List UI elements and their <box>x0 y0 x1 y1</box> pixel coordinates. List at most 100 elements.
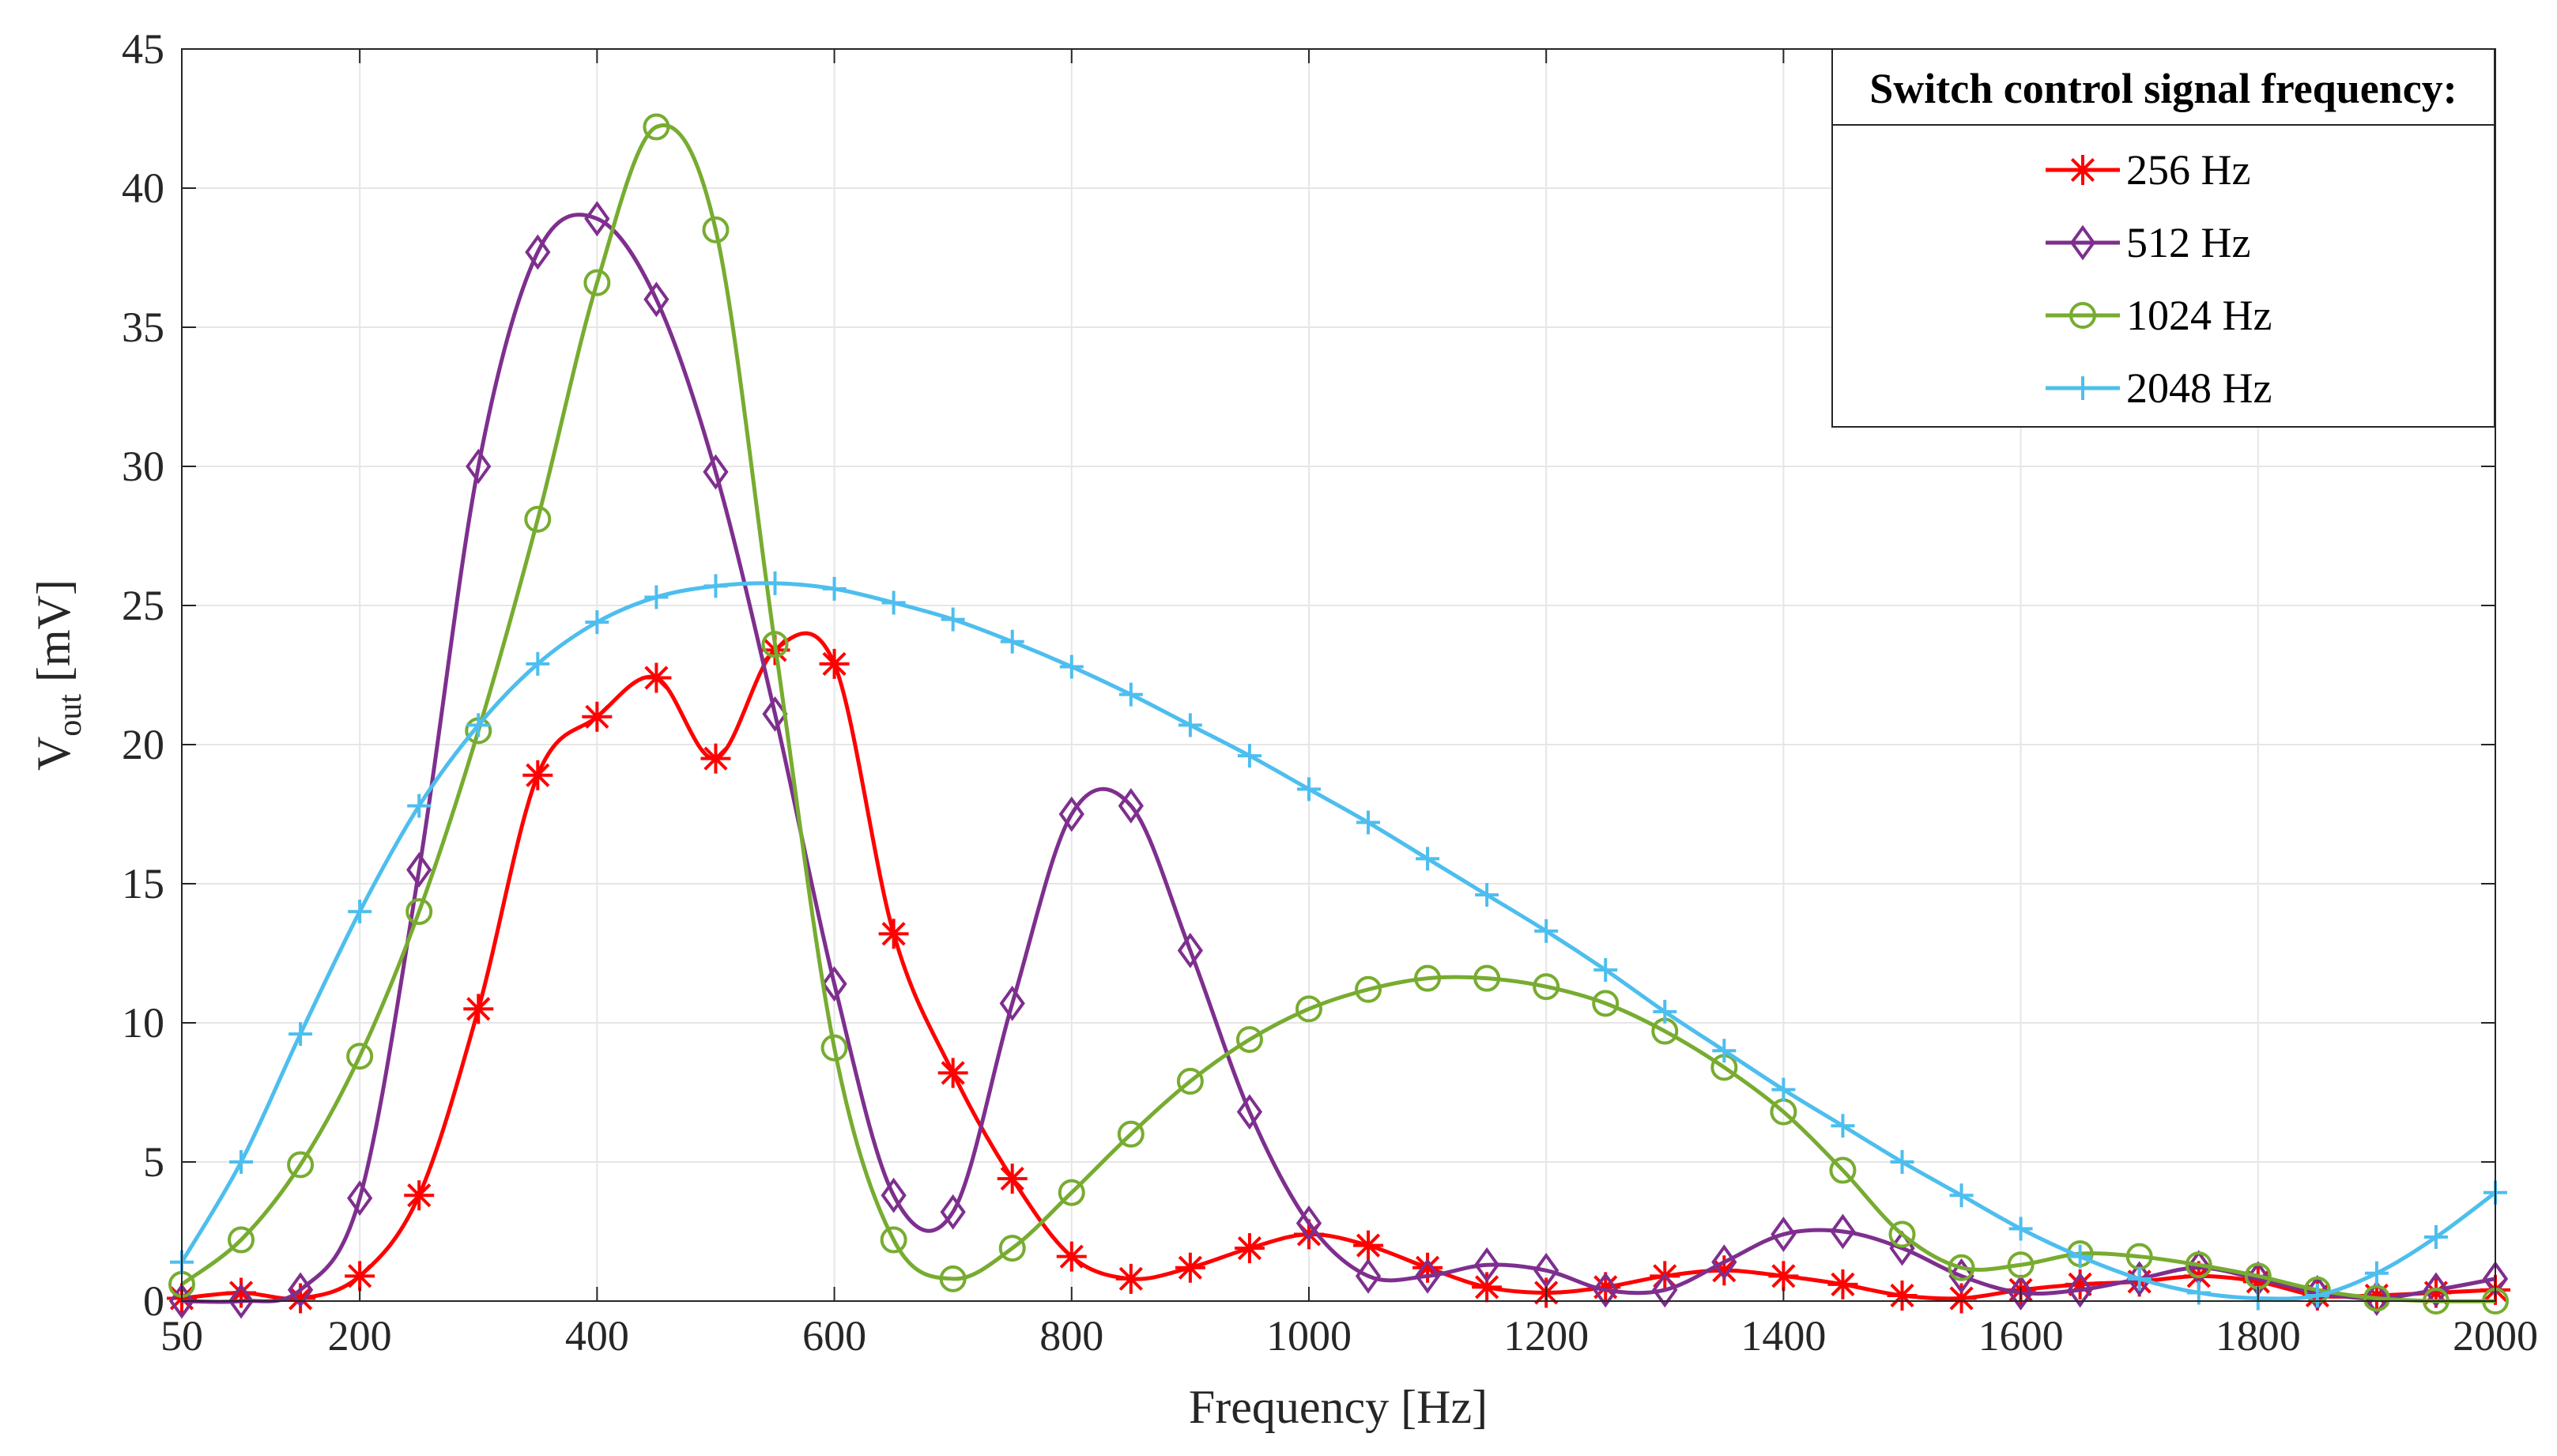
data-point-512-hz <box>1771 1216 1797 1252</box>
data-point-256-hz <box>1175 1252 1205 1283</box>
data-point-512-hz <box>643 281 669 318</box>
data-point-2048-hz <box>822 576 847 601</box>
data-point-1024-hz <box>820 1034 848 1062</box>
series-2048-hz <box>170 571 2507 1311</box>
data-point-1024-hz <box>405 898 433 926</box>
x-tick-label: 1800 <box>2216 1312 2301 1360</box>
data-point-256-hz <box>1946 1283 1977 1314</box>
legend-label: 1024 Hz <box>2126 292 2272 339</box>
data-point-512-hz <box>2423 1272 2450 1308</box>
data-point-256-hz <box>1590 1272 1621 1303</box>
legend-label: 2048 Hz <box>2126 364 2272 412</box>
y-tick-label: 5 <box>143 1138 164 1186</box>
data-point-2048-hz <box>2364 1261 2389 1285</box>
series-line-1024-hz <box>180 123 2496 1303</box>
x-tick-label: 600 <box>802 1312 866 1360</box>
data-point-1024-hz <box>1117 1120 1145 1148</box>
data-point-256-hz <box>641 662 672 693</box>
legend-entry-512-hz: 512 Hz <box>2046 219 2250 266</box>
data-point-2048-hz <box>763 571 787 595</box>
data-point-1024-hz <box>761 631 789 658</box>
data-point-2048-hz <box>1059 654 1084 679</box>
series-1024-hz <box>168 113 2509 1315</box>
data-point-256-hz <box>2242 1266 2273 1297</box>
data-point-256-hz <box>285 1283 316 1314</box>
x-tick-label: 1600 <box>1978 1312 2064 1360</box>
x-tick-label: 800 <box>1039 1312 1103 1360</box>
data-point-2048-hz <box>1949 1183 1974 1208</box>
data-point-2048-hz <box>1534 918 1559 943</box>
data-point-256-hz <box>997 1164 1028 1194</box>
legend-swatch-marker <box>2071 376 2095 400</box>
data-point-2048-hz <box>229 1150 254 1174</box>
data-point-1024-hz <box>228 1226 255 1254</box>
data-point-2048-hz <box>644 585 669 609</box>
data-point-2048-hz <box>1890 1150 1914 1174</box>
data-point-256-hz <box>1293 1219 1324 1250</box>
data-point-2048-hz <box>1296 777 1321 802</box>
data-point-1024-hz <box>583 269 611 296</box>
data-point-256-hz <box>522 760 553 790</box>
data-point-2048-hz <box>1000 629 1024 654</box>
data-point-2048-hz <box>1593 958 1618 983</box>
data-point-1024-hz <box>998 1235 1026 1262</box>
legend-entry-1024-hz: 1024 Hz <box>2046 292 2272 339</box>
data-point-256-hz <box>226 1277 257 1308</box>
data-point-1024-hz <box>939 1265 967 1292</box>
data-point-2048-hz <box>1475 883 1499 907</box>
data-point-512-hz <box>525 234 551 270</box>
x-tick-label: 50 <box>160 1312 203 1360</box>
y-tick-label: 45 <box>122 25 164 73</box>
data-point-256-hz <box>582 701 613 732</box>
y-tick-label: 35 <box>122 304 164 351</box>
data-point-1024-hz <box>2185 1251 2212 1279</box>
data-point-2048-hz <box>1416 847 1440 871</box>
data-point-512-hz <box>1473 1247 1500 1283</box>
axis-ticks: 50 200 400 600 800 1000 1200 1400 1600 1800 2000 0 5… <box>122 25 2538 1360</box>
y-tick-label: 40 <box>122 164 164 212</box>
data-point-512-hz <box>1711 1244 1737 1281</box>
data-point-2048-hz <box>1653 999 1677 1024</box>
data-point-1024-hz <box>1058 1179 1085 1206</box>
legend-label: 256 Hz <box>2126 146 2250 194</box>
data-point-256-hz <box>2065 1269 2095 1299</box>
series-line-256-hz <box>181 631 2496 1301</box>
data-point-256-hz <box>1056 1241 1087 1272</box>
data-point-512-hz <box>228 1283 255 1319</box>
legend-box <box>1831 48 2495 428</box>
data-point-256-hz <box>1353 1230 1384 1261</box>
legend-swatch-marker <box>2068 155 2098 185</box>
data-point-1024-hz <box>1414 964 1442 992</box>
legend-entry-256-hz: 256 Hz <box>2046 146 2250 194</box>
data-point-1024-hz <box>524 505 552 533</box>
data-point-2048-hz <box>585 610 609 635</box>
data-point-512-hz <box>1118 788 1144 824</box>
data-point-256-hz <box>1768 1261 1799 1292</box>
data-point-1024-hz <box>2007 1251 2035 1279</box>
data-point-1024-hz <box>1533 973 1560 1001</box>
legend: Switch control signal frequency: 256 Hz 5… <box>1831 48 2495 428</box>
data-point-1024-hz <box>880 1226 907 1254</box>
legend-swatch-marker <box>2069 302 2096 329</box>
data-point-512-hz <box>703 454 729 490</box>
data-point-256-hz <box>1887 1280 1918 1311</box>
data-point-1024-hz <box>346 1043 374 1070</box>
series-256-hz <box>167 631 2510 1314</box>
data-point-512-hz <box>1830 1213 1856 1250</box>
y-tick-label: 30 <box>122 443 164 490</box>
data-point-256-hz <box>1115 1263 1146 1294</box>
data-point-1024-hz <box>1829 1156 1857 1184</box>
data-point-1024-hz <box>1473 964 1501 992</box>
data-point-512-hz <box>999 985 1025 1021</box>
data-point-256-hz <box>1709 1255 1740 1286</box>
data-point-2048-hz <box>2008 1216 2033 1241</box>
data-point-512-hz <box>1236 1094 1263 1130</box>
data-point-256-hz <box>345 1261 375 1292</box>
data-point-256-hz <box>878 918 909 949</box>
data-point-512-hz <box>1177 933 1204 968</box>
data-point-1024-hz <box>1592 990 1620 1017</box>
y-axis-title: Vout [mV] <box>28 579 89 771</box>
data-point-1024-hz <box>1355 975 1382 1003</box>
legend-entry-2048-hz: 2048 Hz <box>2046 364 2272 412</box>
